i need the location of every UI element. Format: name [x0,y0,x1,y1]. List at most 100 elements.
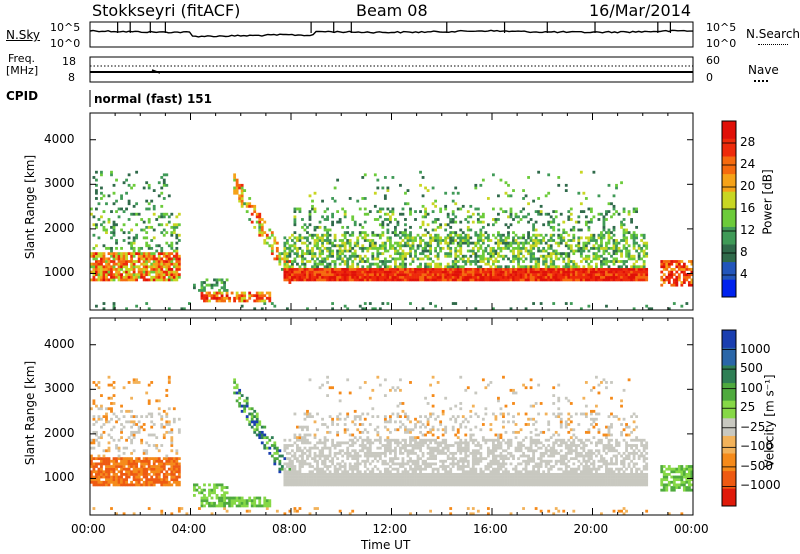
velocity-cell [155,480,159,484]
power-cell [615,252,618,256]
power-cell [642,244,646,248]
velocity-cell [313,444,317,447]
power-cell [632,254,636,258]
power-cell [401,273,405,277]
velocity-cell [404,430,407,434]
power-cell [635,260,639,263]
power-cell [567,270,571,274]
power-cell [399,267,402,271]
velocity-cell [122,386,126,390]
power-cell [645,244,649,248]
power-cell [291,239,294,242]
power-cell [605,244,608,248]
power-cell [358,231,362,235]
power-cell [155,257,159,261]
power-cell [612,257,616,261]
power-cell [564,265,568,269]
velocity-cell [391,462,395,466]
power-cell [625,249,628,253]
velocity-cell [404,444,407,447]
power-cell [401,265,405,269]
velocity-cell [255,415,259,419]
power-cell [507,275,510,279]
power-cell [499,246,503,250]
power-cell [409,210,412,214]
velocity-cell [288,467,292,471]
power-cell [552,262,556,266]
velocity-cell [391,459,395,463]
velocity-cell [233,378,237,382]
power-cell [102,210,106,214]
power-cell [600,241,603,245]
velocity-cell [253,496,257,500]
power-cell [411,270,415,274]
power-cell [233,191,237,195]
power-cell [368,246,372,250]
power-cell [288,260,292,263]
power-cell [574,273,578,277]
velocity-cell [112,462,116,466]
velocity-cell [361,459,365,463]
velocity-cell [399,480,402,484]
velocity-cell [306,449,309,453]
velocity-cell [105,459,108,463]
velocity-cell [137,480,141,484]
power-cell [90,262,93,266]
power-cell [584,270,588,274]
power-cell [386,273,390,277]
velocity-cell [265,446,269,450]
velocity-cell [273,444,277,447]
velocity-cell [421,472,425,476]
velocity-cell [436,446,440,450]
velocity-cell [288,459,292,463]
velocity-cell [356,454,360,458]
power-cell [288,275,292,279]
power-cell [542,275,546,279]
velocity-cell [416,441,420,445]
velocity-cell [361,483,365,487]
power-cell [145,267,149,271]
power-cell [409,246,412,250]
velocity-cell [165,480,169,484]
velocity-cell [368,444,372,447]
power-cell [406,278,410,282]
velocity-cell [220,499,224,503]
power-cell [486,260,490,263]
velocity-cell [303,459,307,463]
power-cell [584,267,588,271]
velocity-cell [321,478,324,482]
power-cell [112,202,116,206]
velocity-cell [336,480,340,484]
power-cell [461,275,465,279]
velocity-cell [383,444,387,447]
velocity-cell [388,480,392,484]
power-cell [421,278,425,282]
power-cell [358,207,362,211]
power-cell [250,220,254,224]
power-cell [260,223,264,227]
velocity-cell [419,446,422,450]
velocity-cell [356,457,360,461]
power-cell [444,273,448,277]
velocity-cell [245,396,249,400]
power-cell [117,278,121,282]
power-cell [489,254,493,258]
power-cell [492,233,495,237]
velocity-cell [298,425,302,429]
velocity-cell [155,465,159,468]
velocity-cell [306,409,309,413]
power-cell [313,225,317,229]
power-cell [348,270,352,274]
velocity-cell [388,478,392,482]
power-cell [135,275,139,279]
power-cell [313,233,317,237]
velocity-cell [421,467,425,471]
power-cell [135,252,139,256]
power-cell [627,257,631,261]
velocity-cell [333,451,337,455]
power-cell [167,252,171,256]
velocity-cell [238,388,242,392]
power-cell [238,199,242,203]
velocity-cell [250,420,254,424]
power-cell [459,233,463,237]
